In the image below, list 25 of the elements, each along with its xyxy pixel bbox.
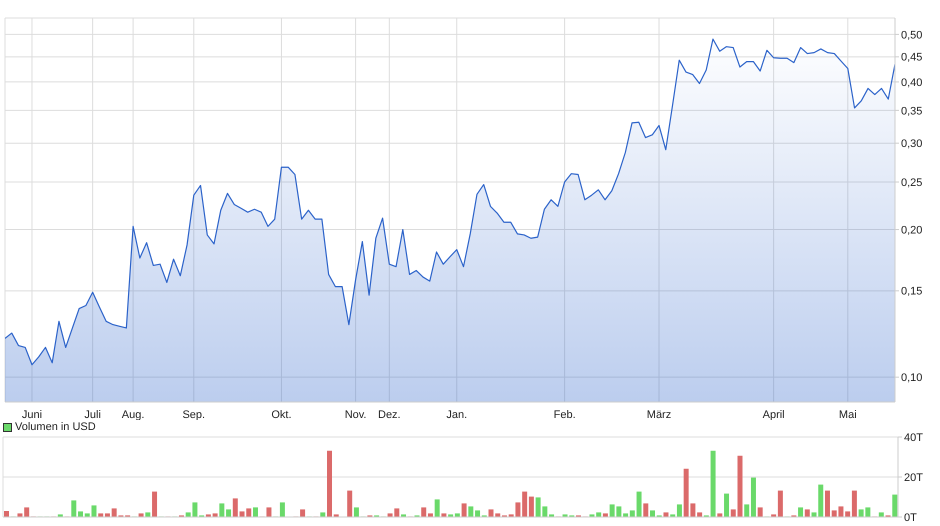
y-tick-label: 0,35 bbox=[901, 105, 922, 118]
y-tick-label: 0,50 bbox=[901, 29, 922, 42]
x-tick-label: April bbox=[762, 408, 785, 421]
y-tick-label: 0T bbox=[904, 512, 918, 524]
y-tick-label: 0,25 bbox=[901, 176, 922, 189]
x-tick-label: März bbox=[646, 408, 672, 421]
x-tick-label: Mai bbox=[838, 408, 857, 421]
x-tick-label: Juni bbox=[22, 408, 42, 421]
y-tick-label: 0,30 bbox=[901, 138, 922, 150]
x-tick-label: Okt. bbox=[271, 408, 292, 421]
x-tick-label: Feb. bbox=[554, 408, 576, 421]
x-tick-label: Aug. bbox=[122, 408, 144, 421]
legend-label: Volumen in USD bbox=[15, 421, 96, 433]
y-tick-label: 0,10 bbox=[901, 372, 922, 384]
y-tick-label: 0,45 bbox=[901, 52, 922, 64]
y-tick-label: 0,20 bbox=[901, 224, 922, 236]
y-tick-label: 20T bbox=[904, 472, 924, 484]
y-tick-label: 40T bbox=[904, 432, 924, 444]
x-tick-label: Sep. bbox=[182, 408, 206, 421]
x-tick-label: Nov. bbox=[344, 408, 367, 421]
y-tick-label: 0,40 bbox=[901, 76, 922, 89]
x-tick-label: Jan. bbox=[446, 408, 468, 421]
x-tick-label: Dez. bbox=[378, 408, 401, 421]
y-tick-label: 0,15 bbox=[901, 286, 922, 298]
x-tick-label: Juli bbox=[84, 408, 101, 421]
